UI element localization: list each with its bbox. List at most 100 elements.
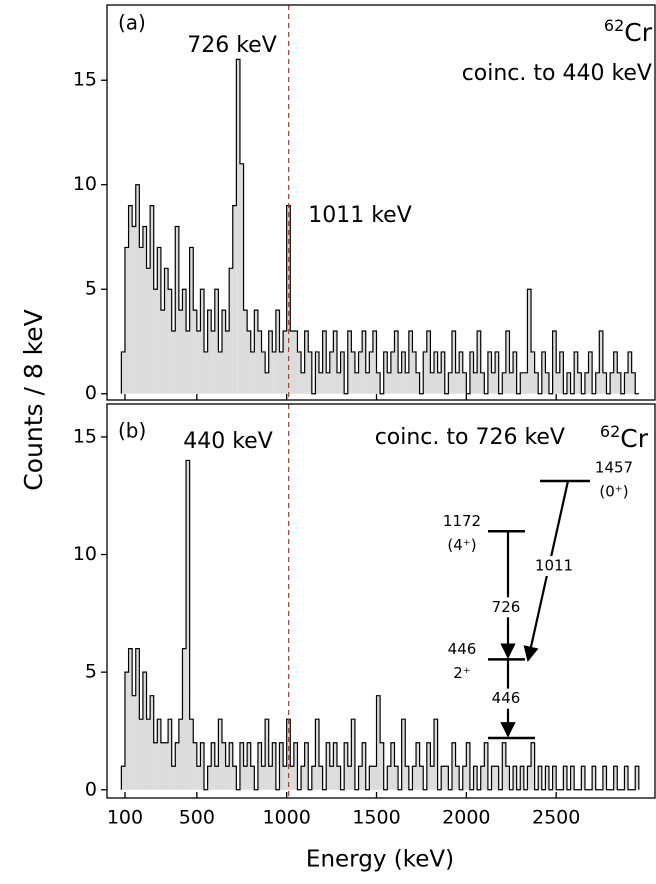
histogram-bar [552, 331, 557, 394]
x-axis-label: Energy (keV) [306, 847, 454, 873]
histogram-bar [584, 372, 589, 394]
histogram-bar [168, 719, 172, 790]
histogram-bar [157, 719, 161, 790]
peak-label: 1011 keV [308, 203, 412, 228]
histogram-bar [142, 672, 147, 790]
histogram-bar [293, 331, 298, 394]
histogram-bar [531, 351, 535, 394]
histogram-bar [570, 766, 575, 790]
histogram-bar [426, 742, 431, 790]
histogram-bar [250, 766, 255, 790]
histogram-bar [441, 766, 445, 790]
histogram-bar [139, 719, 143, 790]
histogram-bar [333, 742, 337, 790]
histogram-bar [480, 372, 485, 394]
peak-label: 440 keV [183, 429, 273, 454]
histogram-bar [545, 372, 549, 394]
histogram-bar [462, 766, 467, 790]
histogram-bar [279, 351, 284, 394]
histogram-bar [495, 766, 499, 790]
level-spin: 2⁺ [453, 664, 470, 682]
histogram-bar [239, 742, 244, 790]
histogram-bar [545, 766, 549, 790]
panel: 0 5 10 15 [73, 4, 656, 404]
level-spin: (4⁺) [447, 536, 476, 554]
histogram-bar [200, 742, 205, 790]
histogram-bar [265, 372, 269, 394]
histogram-bar [121, 766, 125, 790]
histogram-bar [484, 742, 488, 790]
histogram-bar [304, 742, 309, 790]
histogram-bar [193, 310, 197, 394]
histogram-bar [556, 372, 560, 394]
histogram-bar [376, 695, 381, 790]
histogram-bar [236, 59, 240, 394]
histogram-bar [405, 372, 409, 394]
histogram-bar [265, 719, 269, 790]
histogram-bar [595, 372, 600, 394]
histogram-bar [189, 719, 194, 790]
transition-label-bg [534, 556, 574, 576]
histogram-bar [193, 742, 197, 790]
transition-label-bg [486, 688, 526, 709]
histogram-bar [171, 331, 176, 394]
histogram-bar [502, 372, 506, 394]
histogram-bar [139, 247, 143, 394]
histogram-bar [351, 351, 355, 394]
histogram-bar [380, 742, 384, 790]
histogram-bar [247, 742, 251, 790]
level-energy: 1457 [595, 459, 633, 477]
level-energy: 446 [448, 640, 477, 658]
histogram-bar [196, 331, 201, 394]
histogram-bar [394, 331, 399, 394]
histogram-bar [257, 742, 262, 790]
histogram-bar [142, 226, 147, 394]
histogram-bar [239, 163, 244, 394]
histogram-bar [574, 351, 578, 394]
histogram-bar [329, 351, 334, 394]
histogram-bar [286, 719, 291, 790]
histogram-bar [275, 310, 280, 394]
histogram-bar [182, 289, 187, 394]
histogram-bar [186, 331, 190, 394]
histogram-bar [451, 742, 456, 790]
histogram-bar [527, 766, 532, 790]
histogram-bar [408, 331, 413, 394]
histogram-bar [211, 331, 215, 394]
histogram-bar [293, 742, 298, 790]
histogram-bar [405, 766, 409, 790]
histogram-bar [164, 742, 169, 790]
histogram-bar [469, 351, 474, 394]
histogram-bar [541, 351, 546, 394]
element: Cr [620, 424, 648, 453]
histogram-bar [354, 372, 359, 394]
histogram-bar [218, 719, 222, 790]
histogram-bar [491, 766, 496, 790]
panel-label: (b) [118, 419, 146, 443]
histogram-bar [153, 742, 158, 790]
histogram-bar [304, 331, 309, 394]
histogram-bar [610, 372, 614, 394]
histogram-bar [602, 766, 607, 790]
x-tick-label: 2500 [532, 807, 580, 829]
histogram-bar [613, 351, 618, 394]
histogram-bar [599, 331, 603, 394]
histogram-bar [229, 268, 233, 394]
histogram-bar [441, 351, 445, 394]
histogram-bar [132, 226, 136, 394]
histogram-bar [520, 766, 524, 790]
plots: 0 5 10 15 0 5 10 15 100 500 1000 1500 2000 2500 [73, 4, 656, 829]
histogram-bar [196, 766, 201, 790]
x-tick-label: 1000 [262, 807, 310, 829]
histogram-bar [434, 351, 438, 394]
histogram-bar [387, 766, 391, 790]
x-tick-label: 2000 [442, 807, 490, 829]
y-tick-label: 15 [73, 69, 97, 91]
histogram-bar [229, 742, 233, 790]
histogram-bar [448, 372, 452, 394]
histogram-bar [214, 289, 219, 394]
mass-number: 62 [600, 422, 620, 441]
histogram-bar [624, 372, 629, 394]
histogram-bar [635, 766, 639, 790]
histogram-bar [326, 742, 330, 790]
